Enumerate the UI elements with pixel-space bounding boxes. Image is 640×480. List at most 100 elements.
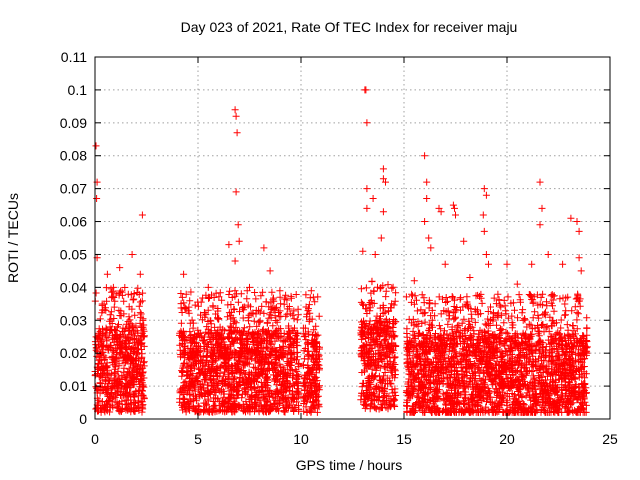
data-point xyxy=(239,357,247,365)
data-point xyxy=(434,366,442,374)
data-point xyxy=(491,360,499,368)
data-point xyxy=(385,307,393,315)
data-point xyxy=(288,367,296,375)
data-point xyxy=(575,390,583,398)
data-point xyxy=(415,394,423,401)
data-point xyxy=(182,382,190,390)
data-point xyxy=(277,369,285,377)
data-point xyxy=(531,383,539,391)
data-point xyxy=(493,321,500,329)
data-point xyxy=(220,399,228,407)
data-point xyxy=(97,405,104,413)
data-point xyxy=(260,309,268,317)
data-point xyxy=(573,396,581,404)
data-point xyxy=(268,347,276,355)
data-point xyxy=(551,387,559,395)
data-point xyxy=(369,397,377,405)
data-point xyxy=(284,347,292,355)
data-point xyxy=(489,339,497,347)
data-point xyxy=(376,388,383,396)
data-point xyxy=(460,400,468,408)
data-point xyxy=(243,403,251,411)
data-point xyxy=(368,300,376,307)
data-point xyxy=(244,336,252,343)
data-point xyxy=(213,407,221,415)
data-point xyxy=(136,309,144,317)
data-point xyxy=(384,281,392,289)
data-point xyxy=(216,347,224,354)
data-point xyxy=(402,293,410,301)
data-point xyxy=(315,312,323,320)
data-point xyxy=(374,283,381,291)
data-point xyxy=(118,397,126,405)
data-point xyxy=(477,377,485,385)
data-point xyxy=(494,400,502,408)
data-point xyxy=(276,307,284,315)
data-point xyxy=(477,387,484,395)
data-point xyxy=(259,386,267,394)
data-point xyxy=(380,392,388,400)
data-point xyxy=(561,403,569,410)
data-point xyxy=(568,340,576,348)
data-point xyxy=(564,330,572,338)
data-point xyxy=(366,405,374,413)
data-point xyxy=(493,344,501,352)
data-point xyxy=(565,354,573,362)
data-point xyxy=(562,389,570,397)
data-point xyxy=(190,359,198,367)
data-point xyxy=(411,334,419,342)
data-point xyxy=(225,373,233,381)
data-point xyxy=(287,292,295,300)
data-point xyxy=(218,403,226,411)
data-point xyxy=(546,313,554,321)
data-point xyxy=(444,320,452,328)
data-point xyxy=(235,387,243,395)
data-point xyxy=(205,408,213,416)
data-point xyxy=(191,383,199,391)
data-point xyxy=(458,333,466,341)
data-point xyxy=(458,370,466,378)
data-point xyxy=(179,391,187,398)
data-point xyxy=(108,354,116,361)
data-point xyxy=(465,365,473,373)
data-point xyxy=(527,379,535,386)
data-point xyxy=(542,398,549,406)
data-point xyxy=(579,393,587,401)
data-point xyxy=(188,316,196,324)
data-point xyxy=(104,346,112,354)
data-point xyxy=(420,362,428,370)
data-point xyxy=(230,305,238,313)
data-point xyxy=(301,324,309,332)
data-point xyxy=(228,328,236,336)
data-point xyxy=(315,400,323,408)
data-point xyxy=(578,358,586,366)
data-point xyxy=(403,408,411,416)
data-point xyxy=(200,336,208,344)
data-point xyxy=(484,395,492,403)
data-point xyxy=(451,296,458,304)
data-point xyxy=(277,381,285,389)
data-point xyxy=(108,389,115,396)
data-point xyxy=(411,331,418,339)
data-point xyxy=(250,363,258,371)
data-point xyxy=(430,345,438,353)
data-point xyxy=(272,366,280,374)
data-point xyxy=(283,372,291,380)
data-point xyxy=(218,296,226,304)
data-point xyxy=(178,293,186,301)
data-point xyxy=(178,309,186,316)
data-point xyxy=(549,292,557,300)
data-point xyxy=(294,371,302,379)
data-point xyxy=(138,398,146,406)
data-point xyxy=(230,404,238,412)
data-point xyxy=(418,319,426,327)
data-point xyxy=(104,334,112,342)
data-point xyxy=(362,284,370,292)
data-point xyxy=(477,310,485,318)
data-point xyxy=(95,373,103,381)
data-point xyxy=(277,345,285,353)
data-point xyxy=(573,325,581,333)
data-point xyxy=(305,317,313,325)
data-point xyxy=(112,344,120,352)
data-point xyxy=(207,329,215,337)
